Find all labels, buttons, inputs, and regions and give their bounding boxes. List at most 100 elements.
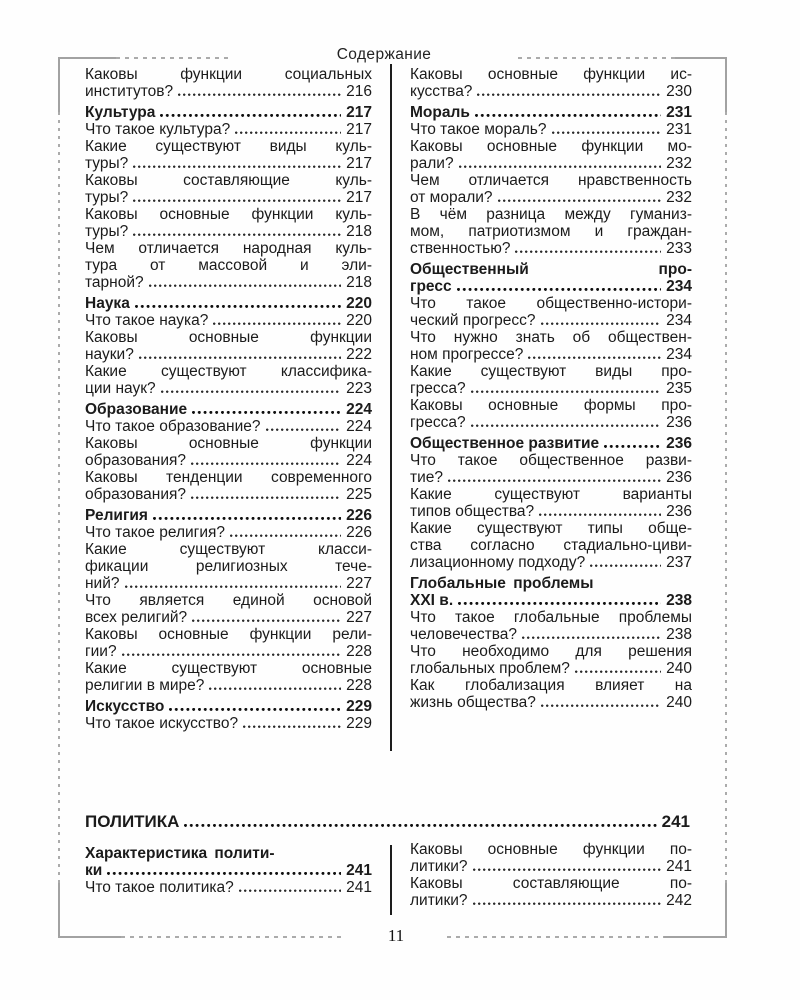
toc-entry: Что такое общественно-истори-ческий прог… xyxy=(410,295,692,329)
toc-entry: Каковы функции социальных институтов? 216 xyxy=(85,66,372,100)
toc-entry-page-number: 224 xyxy=(346,452,372,469)
toc-entry-title: туры? xyxy=(85,189,129,206)
dot-leader xyxy=(590,563,662,567)
toc-entry-line: Как глобализация влияет на xyxy=(410,677,692,694)
toc-entry-title: ний? xyxy=(85,575,120,592)
toc-entry-title: литики? xyxy=(410,892,468,909)
dot-leader xyxy=(133,232,342,236)
toc-entry-title: туры? xyxy=(85,223,129,240)
toc-entry-line: фикации религиозных тече- xyxy=(85,558,372,575)
toc-entry-title: Что такое наука? xyxy=(85,312,209,329)
toc-entry-title: Искусство xyxy=(85,698,165,715)
toc-entry-last-line: гресса? 235 xyxy=(410,380,692,397)
toc-entry: Каковы основные функции мо-рали? 232 xyxy=(410,138,692,172)
toc-entry-line: Какие существуют варианты xyxy=(410,486,692,503)
dot-leader xyxy=(184,822,657,827)
toc-column-top-right: Каковы основные функции ис-кусства? 230 Мо… xyxy=(410,66,692,711)
dot-leader xyxy=(191,461,342,465)
dot-leader xyxy=(192,618,342,622)
page-number: 11 xyxy=(346,926,446,946)
toc-entry: Что такое религия? 226 xyxy=(85,524,372,541)
toc-entry: Какие существуют классифика-ции наук? 223 xyxy=(85,363,372,397)
toc-entry: Что такое мораль? 231 xyxy=(410,121,692,138)
toc-entry-last-line: типов общества? 236 xyxy=(410,503,692,520)
dot-leader xyxy=(133,198,342,202)
toc-entry-last-line: тарной? 218 xyxy=(85,274,372,291)
toc-entry-page-number: 229 xyxy=(346,715,372,732)
toc-entry-line: Какие существуют основные xyxy=(85,660,372,677)
frame-dash-top-right xyxy=(518,57,675,59)
toc-entry-page-number: 233 xyxy=(666,240,692,257)
column-divider-bottom xyxy=(390,845,392,915)
dot-leader xyxy=(456,286,662,291)
toc-entry-last-line: образования? 225 xyxy=(85,486,372,503)
dot-leader xyxy=(133,164,342,168)
toc-entry-page-number: 240 xyxy=(666,694,692,711)
frame-dash-top-left xyxy=(116,57,230,59)
toc-entry-title: тарной? xyxy=(85,274,144,291)
toc-entry-page-number: 240 xyxy=(666,660,692,677)
toc-entry-title: глобальных проблем? xyxy=(410,660,570,677)
toc-entry-line: Какие существуют классифика- xyxy=(85,363,372,380)
toc-entry-last-line: всех религий? 227 xyxy=(85,609,372,626)
toc-column-bottom-right: Каковы основные функции по-литики? 241 Как… xyxy=(410,841,692,909)
dot-leader xyxy=(238,888,342,892)
toc-entry: В чём разница между гуманиз-мом, патриот… xyxy=(410,206,692,257)
toc-entry-title: типов общества? xyxy=(410,503,535,520)
toc-entry-title: всех религий? xyxy=(85,609,188,626)
toc-heading-entry: Мораль 231 xyxy=(410,104,692,121)
toc-entry-line: Какие существуют типы обще- xyxy=(410,520,692,537)
toc-entry-line: Характеристика полити- xyxy=(85,845,275,862)
toc-entry-page-number: 228 xyxy=(346,643,372,660)
toc-entry-last-line: ственностью? 233 xyxy=(410,240,692,257)
toc-entry-page-number: 234 xyxy=(666,346,692,363)
frame-dash-bottom-left xyxy=(121,936,368,938)
toc-entry-title: науки? xyxy=(85,346,134,363)
frame-dash-bottom-right xyxy=(420,936,664,938)
toc-entry-line: Каковы основные функции куль- xyxy=(85,206,372,223)
toc-entry-title: ном прогрессе? xyxy=(410,346,524,363)
toc-entry-page-number: 217 xyxy=(346,104,372,121)
toc-entry-page-number: 224 xyxy=(346,418,372,435)
dot-leader xyxy=(243,724,342,728)
toc-entry-page-number: 232 xyxy=(666,189,692,206)
dot-leader xyxy=(448,478,662,482)
toc-entry-line: тура от массовой и эли- xyxy=(85,257,372,274)
dot-leader xyxy=(152,515,342,520)
toc-entry: Каковы основные функции по-литики? 241 xyxy=(410,841,692,875)
toc-entry: Что такое культура? 217 xyxy=(85,121,372,138)
toc-heading-entry: Культура 217 xyxy=(85,104,372,121)
toc-entry: Как глобализация влияет на жизнь общества… xyxy=(410,677,692,711)
toc-entry-title: человечества? xyxy=(410,626,518,643)
toc-entry-last-line: Что такое культура? 217 xyxy=(85,121,372,138)
toc-entry-last-line: образования? 224 xyxy=(85,452,372,469)
toc-entry: Какие существуют класси-фикации религиоз… xyxy=(85,541,372,592)
toc-entry-last-line: Мораль 231 xyxy=(410,104,692,121)
toc-entry-title: институтов? xyxy=(85,83,174,100)
frame-dash-left xyxy=(58,112,60,883)
toc-entry-last-line: туры? 217 xyxy=(85,189,372,206)
toc-entry-line: Что нужно знать об обществен- xyxy=(410,329,692,346)
toc-heading-entry: Образование 224 xyxy=(85,401,372,418)
column-divider-top xyxy=(390,63,392,751)
toc-entry: Каковы основные функции науки? 222 xyxy=(85,329,372,363)
toc-entry: Каковы основные функции образования? 224 xyxy=(85,435,372,469)
frame-dash-right xyxy=(725,112,727,883)
toc-entry: Каковы основные функции ис-кусства? 230 xyxy=(410,66,692,100)
toc-heading-entry: ПОЛИТИКА 241 xyxy=(85,812,690,832)
toc-entry-page-number: 241 xyxy=(661,812,690,831)
toc-heading-entry: Искусство 229 xyxy=(85,698,372,715)
toc-column-top-left: Каковы функции социальных институтов? 216 К… xyxy=(85,66,372,732)
toc-entry-line: Каковы основные функции ис- xyxy=(410,66,692,83)
toc-entry-page-number: 241 xyxy=(346,862,372,879)
toc-entry-last-line: Что такое политика? 241 xyxy=(85,879,372,896)
toc-entry-last-line: Религия 226 xyxy=(85,507,372,524)
toc-entry-page-number: 227 xyxy=(346,609,372,626)
toc-entry-page-number: 231 xyxy=(666,104,692,121)
toc-entry-line: Каковы функции социальных xyxy=(85,66,372,83)
toc-entry-last-line: гресса? 236 xyxy=(410,414,692,431)
toc-entry: Какие существуют виды про-гресса? 235 xyxy=(410,363,692,397)
dot-leader xyxy=(124,584,342,588)
toc-entry-title: Что такое образование? xyxy=(85,418,261,435)
toc-entry-title: образования? xyxy=(85,452,187,469)
